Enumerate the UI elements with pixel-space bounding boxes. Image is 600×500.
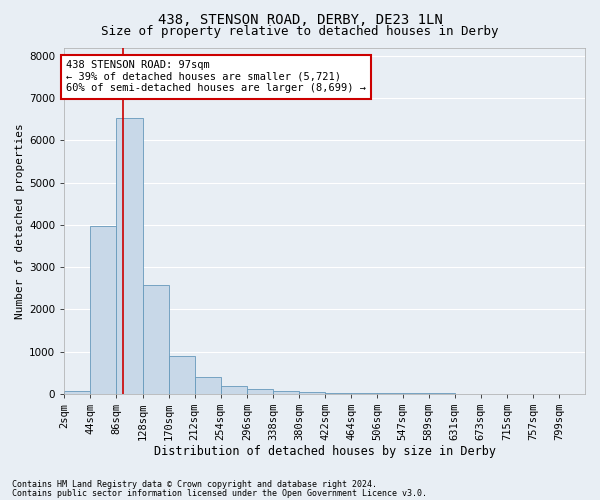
- Bar: [325, 392, 351, 394]
- Y-axis label: Number of detached properties: Number of detached properties: [15, 123, 25, 318]
- Bar: [221, 386, 247, 394]
- Bar: [351, 393, 377, 394]
- X-axis label: Distribution of detached houses by size in Derby: Distribution of detached houses by size …: [154, 444, 496, 458]
- Bar: [194, 377, 221, 394]
- Text: 438 STENSON ROAD: 97sqm
← 39% of detached houses are smaller (5,721)
60% of semi: 438 STENSON ROAD: 97sqm ← 39% of detache…: [66, 60, 366, 94]
- Text: Contains public sector information licensed under the Open Government Licence v3: Contains public sector information licen…: [12, 490, 427, 498]
- Bar: [299, 392, 325, 394]
- Text: Contains HM Land Registry data © Crown copyright and database right 2024.: Contains HM Land Registry data © Crown c…: [12, 480, 377, 489]
- Bar: [64, 392, 91, 394]
- Text: 438, STENSON ROAD, DERBY, DE23 1LN: 438, STENSON ROAD, DERBY, DE23 1LN: [158, 12, 442, 26]
- Bar: [247, 389, 273, 394]
- Text: Size of property relative to detached houses in Derby: Size of property relative to detached ho…: [101, 25, 499, 38]
- Bar: [143, 285, 169, 394]
- Bar: [273, 391, 299, 394]
- Bar: [91, 226, 116, 394]
- Bar: [377, 393, 403, 394]
- Bar: [169, 356, 194, 394]
- Bar: [116, 118, 143, 394]
